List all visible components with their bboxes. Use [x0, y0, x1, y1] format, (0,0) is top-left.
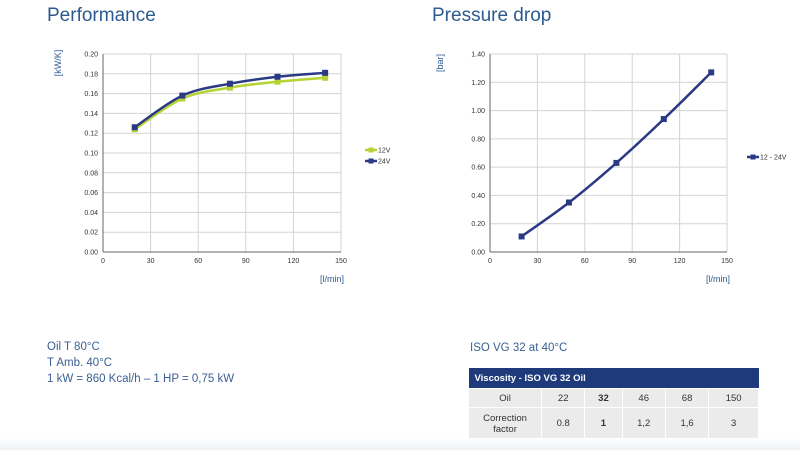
pressure-drop-title: Pressure drop	[432, 5, 552, 26]
y-tick-label: 0.00	[84, 250, 98, 257]
data-point	[518, 233, 525, 240]
data-point	[613, 159, 620, 166]
oil-grade-cell: 150	[708, 388, 759, 408]
legend-label: 24V	[378, 159, 391, 166]
x-tick-label: 60	[581, 258, 589, 265]
correction-factor-cell: 1,2	[621, 407, 666, 440]
correction-factor-label: Correction factor	[468, 407, 542, 440]
correction-factor-cell: 1	[584, 407, 623, 440]
data-point	[226, 80, 233, 87]
y-tick-label: 0.00	[471, 250, 485, 257]
y-tick-label: 0.60	[471, 165, 485, 172]
data-point	[566, 199, 572, 206]
y-tick-label: 0.02	[84, 230, 98, 237]
x-tick-label: 90	[242, 258, 250, 265]
x-tick-label: 90	[628, 258, 636, 265]
data-point	[708, 69, 715, 76]
x-tick-label: 150	[335, 258, 347, 265]
data-point	[274, 78, 281, 85]
data-point	[322, 69, 329, 76]
legend-swatch-marker	[368, 158, 374, 164]
x-tick-label: 30	[534, 258, 542, 265]
footer-shadow	[0, 438, 800, 450]
y-tick-label: 0.20	[471, 221, 485, 228]
x-tick-label: 0	[488, 258, 492, 265]
oil-grade-cell: 22	[540, 388, 586, 408]
viscosity-table: Viscosity - ISO VG 32 Oil Oil 22 32 46 68 15…	[468, 368, 759, 440]
oil-temperature-note: Oil T 80°C	[47, 341, 100, 353]
correction-factor-cell: 0.8	[540, 407, 586, 440]
correction-factor-cell: 1,6	[664, 407, 710, 440]
y-tick-label: 0.80	[471, 136, 485, 143]
x-tick-label: 60	[194, 258, 202, 265]
correction-factor-cell: 3	[708, 407, 759, 440]
y-tick-label: 0.14	[84, 111, 98, 118]
y-tick-label: 0.08	[84, 170, 98, 177]
oil-row-label: Oil	[468, 388, 542, 408]
legend-swatch-marker	[750, 154, 756, 160]
x-tick-label: 120	[288, 258, 300, 265]
x-axis-label: [l/min]	[706, 274, 730, 284]
notes-block: Oil T 80°C T Amb. 40°C 1 kW = 860 Kcal/h…	[47, 339, 234, 387]
x-tick-label: 120	[674, 258, 686, 265]
oil-grade-cell: 68	[664, 388, 710, 408]
y-tick-label: 0.12	[84, 131, 98, 138]
ambient-temperature-note: T Amb. 40°C	[47, 357, 113, 369]
y-tick-label: 0.16	[84, 91, 98, 98]
x-tick-label: 30	[147, 258, 155, 265]
x-axis-label: [l/min]	[320, 274, 344, 284]
y-axis-label: [kW/K]	[53, 50, 63, 77]
x-tick-label: 150	[721, 258, 733, 265]
y-tick-label: 0.04	[84, 210, 98, 217]
legend-label: 12 - 24V	[760, 155, 787, 162]
viscosity-table-header: Viscosity - ISO VG 32 Oil	[468, 368, 759, 389]
performance-title: Performance	[47, 5, 156, 26]
data-point	[274, 73, 281, 80]
y-tick-label: 0.40	[471, 193, 485, 200]
data-point	[322, 74, 329, 81]
legend-label: 12V	[378, 148, 391, 155]
data-point	[131, 124, 138, 131]
y-tick-label: 1.00	[471, 108, 485, 115]
legend-swatch-marker	[368, 147, 374, 153]
x-tick-label: 0	[101, 258, 105, 265]
oil-grade-cell: 46	[621, 388, 666, 408]
y-tick-label: 0.06	[84, 190, 98, 197]
performance-chart: 0.00 0.02 0.04 0.06 0.08 0.10 0.12 0.14 0.16 0.18…	[53, 50, 391, 284]
y-axis-label: [bar]	[435, 54, 445, 72]
oil-row: Oil 22 32 46 68 150	[468, 388, 759, 408]
data-point	[179, 92, 186, 99]
data-point	[660, 116, 667, 123]
oil-grade-label: ISO VG 32 at 40°C	[470, 342, 568, 354]
pressure-drop-chart: 0.00 0.20 0.40 0.60 0.80 1.00 1.20 1.40 0 30 60 90 1…	[435, 52, 787, 285]
series-line	[520, 71, 713, 238]
oil-grade-cell: 32	[584, 388, 623, 408]
data-point	[226, 84, 233, 91]
y-tick-label: 0.18	[84, 71, 98, 78]
y-tick-label: 0.20	[84, 52, 98, 59]
unit-conversion-note: 1 kW = 860 Kcal/h – 1 HP = 0,75 kW	[47, 373, 235, 385]
correction-factor-row: Correction factor 0.8 1 1,2 1,6 3	[468, 407, 759, 440]
y-tick-label: 1.20	[471, 80, 485, 87]
y-tick-label: 0.10	[84, 151, 98, 158]
y-tick-label: 1.40	[471, 52, 485, 59]
